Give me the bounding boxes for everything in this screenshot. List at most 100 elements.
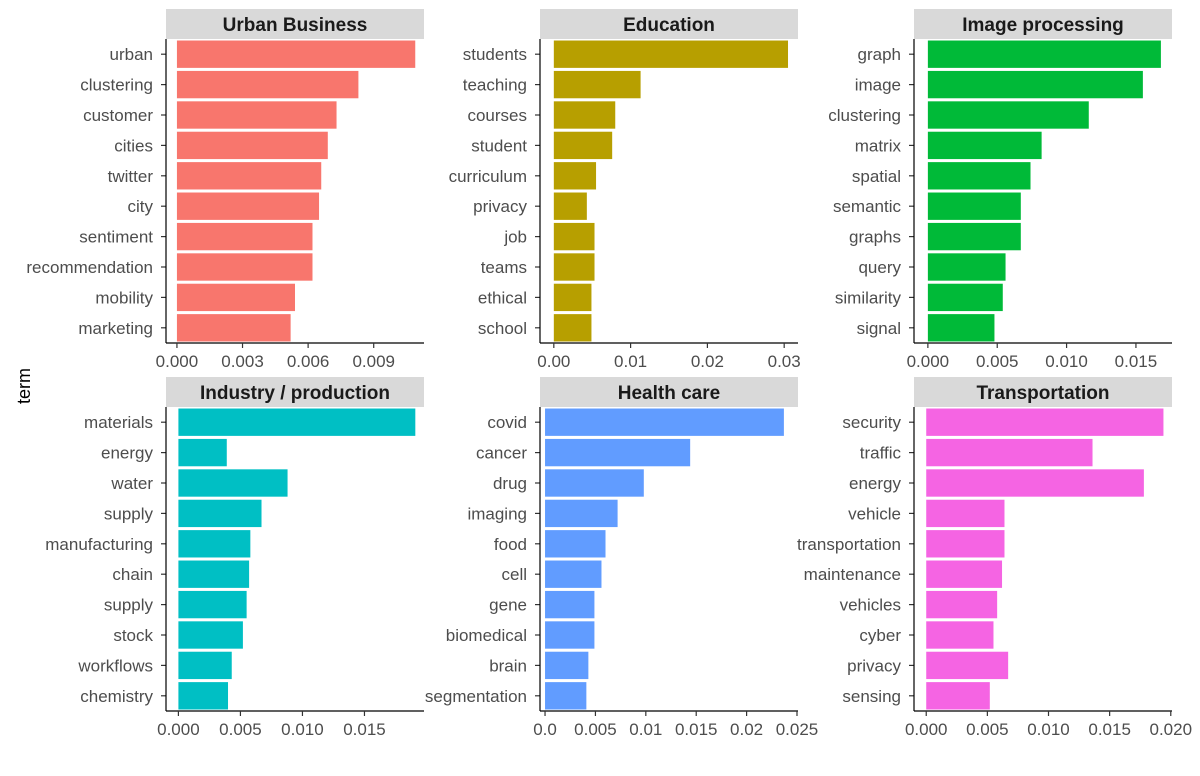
- category-label: student: [471, 136, 527, 155]
- category-label: cell: [501, 565, 527, 584]
- bar-traffic: [926, 438, 1093, 467]
- bar-brain: [545, 651, 589, 680]
- bar-curriculum: [553, 162, 597, 190]
- bar-segmentation: [545, 682, 587, 710]
- category-label: twitter: [108, 167, 154, 186]
- category-label: supply: [104, 596, 154, 615]
- bar-gene: [545, 590, 595, 619]
- category-label: spatial: [852, 167, 901, 186]
- bar-spatial: [927, 162, 1031, 190]
- bar-materials: [178, 408, 416, 436]
- x-tick-label: 0.00: [537, 352, 570, 371]
- category-label: privacy: [847, 656, 901, 675]
- bar-manufacturing: [178, 530, 251, 558]
- x-tick-label: 0.01: [614, 352, 647, 371]
- bar-ethical: [553, 283, 592, 312]
- bar-recommendation: [176, 253, 313, 281]
- x-tick-label: 0.009: [352, 352, 395, 371]
- x-tick-label: 0.020: [1150, 720, 1193, 739]
- category-label: energy: [849, 474, 901, 493]
- category-label: similarity: [835, 288, 902, 307]
- category-label: food: [494, 535, 527, 554]
- category-label: signal: [857, 319, 901, 338]
- bar-transportation: [926, 530, 1005, 558]
- facet-title: Transportation: [976, 383, 1109, 404]
- bar-image: [927, 70, 1143, 99]
- y-axis-label: term: [14, 368, 34, 404]
- category-label: transportation: [797, 535, 901, 554]
- category-label: biomedical: [446, 626, 527, 645]
- category-label: imaging: [467, 504, 527, 523]
- category-label: chain: [112, 565, 153, 584]
- category-label: job: [503, 228, 527, 247]
- bar-food: [545, 530, 606, 558]
- bar-imaging: [545, 499, 618, 528]
- x-tick-label: 0.03: [768, 352, 801, 371]
- bar-urban: [176, 40, 416, 68]
- bar-stock: [178, 621, 243, 649]
- bar-similarity: [927, 283, 1003, 312]
- x-tick-label: 0.010: [1045, 352, 1088, 371]
- bar-marketing: [176, 314, 291, 342]
- bar-workflows: [178, 651, 232, 680]
- category-label: clustering: [828, 106, 901, 125]
- x-tick-label: 0.005: [219, 720, 262, 739]
- bar-maintenance: [926, 560, 1003, 588]
- bar-signal: [927, 314, 995, 342]
- bar-semantic: [927, 192, 1021, 220]
- bar-biomedical: [545, 621, 595, 649]
- x-tick-label: 0.015: [1115, 352, 1158, 371]
- bar-covid: [545, 408, 784, 436]
- bar-supply: [178, 590, 247, 619]
- x-tick-label: 0.005: [966, 720, 1009, 739]
- bar-graphs: [927, 222, 1021, 251]
- category-label: curriculum: [449, 167, 527, 186]
- x-tick-label: 0.015: [675, 720, 718, 739]
- category-label: water: [110, 474, 153, 493]
- category-label: energy: [101, 444, 153, 463]
- bar-cyber: [926, 621, 994, 649]
- panel-urban-business: Urban Business urban clustering customer cit…: [26, 9, 424, 371]
- panel-health-care: Health care covid cancer drug imaging food cel…: [425, 377, 818, 739]
- category-label: courses: [467, 106, 527, 125]
- bar-vehicle: [926, 499, 1005, 528]
- category-label: recommendation: [26, 258, 153, 277]
- category-label: maintenance: [804, 565, 901, 584]
- x-tick-label: 0.000: [157, 720, 200, 739]
- facet-title: Health care: [618, 383, 720, 404]
- bar-matrix: [927, 131, 1042, 160]
- category-label: materials: [84, 413, 153, 432]
- bar-query: [927, 253, 1006, 281]
- bar-vehicles: [926, 590, 998, 619]
- category-label: manufacturing: [45, 535, 153, 554]
- bar-teams: [553, 253, 595, 281]
- facet-strip: [540, 377, 798, 407]
- bar-job: [553, 222, 595, 251]
- bar-cancer: [545, 438, 691, 467]
- x-tick-label: 0.000: [905, 720, 948, 739]
- x-tick-label: 0.003: [221, 352, 264, 371]
- bar-twitter: [176, 162, 322, 190]
- facet-strip: [914, 377, 1172, 407]
- bar-students: [553, 40, 789, 68]
- facet-strip: [166, 9, 424, 39]
- category-label: query: [858, 258, 901, 277]
- x-tick-label: 0.000: [907, 352, 950, 371]
- bar-school: [553, 314, 592, 342]
- category-label: marketing: [78, 319, 153, 338]
- category-label: urban: [110, 45, 153, 64]
- x-tick-label: 0.025: [776, 720, 819, 739]
- bar-cell: [545, 560, 602, 588]
- category-label: security: [842, 413, 901, 432]
- bar-cities: [176, 131, 328, 160]
- x-tick-label: 0.010: [281, 720, 324, 739]
- category-label: graphs: [849, 228, 901, 247]
- category-label: school: [478, 319, 527, 338]
- bar-city: [176, 192, 320, 220]
- facet-strip: [914, 9, 1172, 39]
- category-label: cancer: [476, 444, 527, 463]
- panel-image-processing: Image processing graph image clustering matr…: [828, 9, 1172, 371]
- bar-chain: [178, 560, 250, 588]
- category-label: drug: [493, 474, 527, 493]
